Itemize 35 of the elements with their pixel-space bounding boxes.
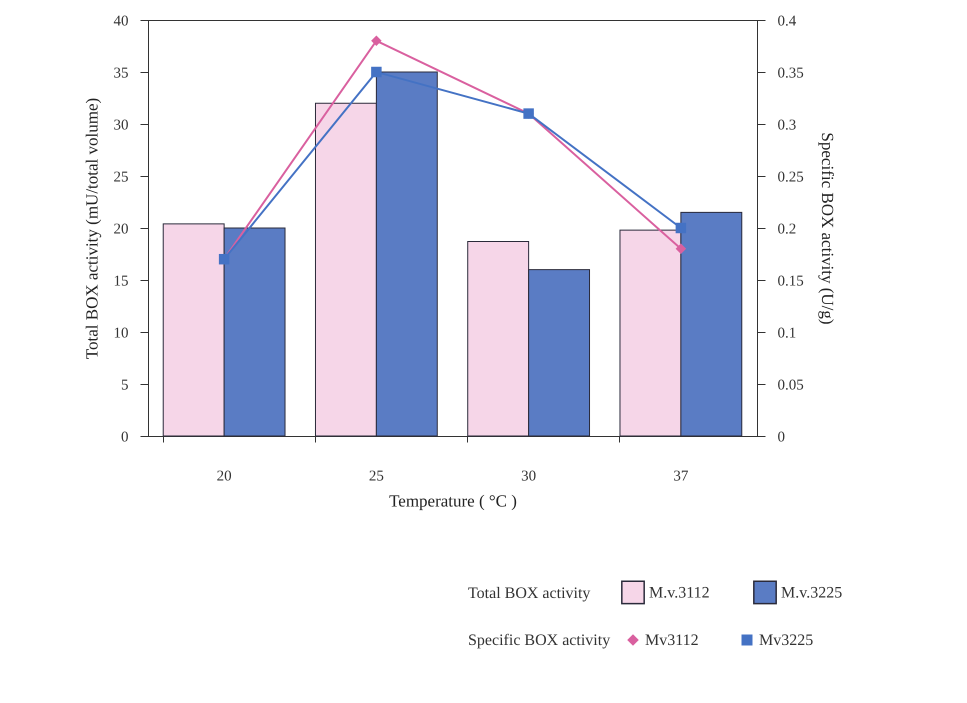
x-axis-title: Temperature ( °C ) — [389, 492, 517, 510]
point — [371, 36, 382, 46]
legend-label: Mv3225 — [759, 632, 814, 649]
y2-tick-label: 0.05 — [778, 378, 804, 394]
y-tick-label: 5 — [121, 378, 128, 394]
text: Total BOX activity — [468, 585, 590, 602]
y2-tick-label: 0.35 — [778, 66, 804, 82]
y-axis-title: Total BOX activity (mU/total volume) — [82, 98, 102, 360]
y-tick-label: 20 — [114, 222, 128, 238]
y2-tick-label: 0.4 — [778, 14, 797, 30]
point — [676, 222, 686, 234]
y-tick-label: 40 — [114, 14, 128, 30]
x-tick-label: 37 — [673, 468, 689, 484]
legend-label: M.v.3112 — [649, 584, 710, 602]
x-tick-label: 25 — [368, 468, 384, 484]
x-tick-label: 30 — [521, 468, 536, 484]
y2-tick-label: 0.1 — [778, 326, 796, 342]
y2-tick-label: 0.25 — [778, 170, 804, 186]
y2-tick-label: 0.15 — [778, 274, 804, 290]
y2-tick-label: 0 — [778, 430, 785, 446]
y-tick-label: 30 — [114, 118, 128, 134]
legend-label: M.v.3225 — [781, 584, 842, 602]
y-tick-label: 15 — [114, 274, 128, 290]
y-tick-label: 0 — [121, 430, 128, 446]
y-tick-label: 10 — [114, 326, 128, 342]
legend-label: Mv3112 — [645, 632, 699, 649]
y2-tick-label: 0.2 — [778, 222, 796, 238]
x-tick-label: 20 — [216, 468, 232, 484]
point — [676, 244, 686, 254]
y-tick-label: 25 — [114, 170, 128, 186]
y2-axis-title: Specific BOX activity (U/g) — [818, 132, 837, 325]
text: Specific BOX activity — [468, 632, 610, 649]
point — [371, 66, 382, 78]
y2-tick-label: 0.3 — [778, 118, 796, 134]
y-tick-label: 35 — [114, 66, 128, 82]
